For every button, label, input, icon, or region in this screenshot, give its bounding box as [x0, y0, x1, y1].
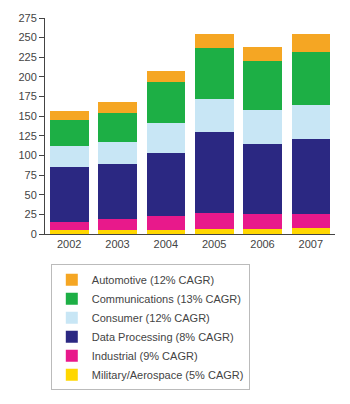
svg-text:Industrial (9% CAGR): Industrial (9% CAGR): [92, 350, 198, 362]
svg-text:200: 200: [18, 71, 36, 83]
svg-text:Communications (13% CAGR): Communications (13% CAGR): [92, 293, 241, 305]
svg-text:Consumer (12% CAGR): Consumer (12% CAGR): [92, 312, 210, 324]
svg-text:2007: 2007: [299, 238, 323, 250]
svg-text:275: 275: [18, 12, 36, 24]
svg-text:25: 25: [25, 208, 37, 220]
svg-text:2006: 2006: [250, 238, 274, 250]
svg-text:250: 250: [18, 31, 36, 43]
svg-text:125: 125: [18, 130, 36, 142]
svg-text:0: 0: [31, 228, 37, 240]
svg-text:Data Processing (8% CAGR): Data Processing (8% CAGR): [92, 331, 234, 343]
svg-text:150: 150: [18, 110, 36, 122]
svg-text:100: 100: [18, 149, 36, 161]
svg-text:2003: 2003: [105, 238, 129, 250]
svg-text:175: 175: [18, 90, 36, 102]
svg-text:2005: 2005: [202, 238, 226, 250]
svg-text:75: 75: [25, 169, 37, 181]
svg-text:2004: 2004: [154, 238, 178, 250]
svg-text:Automotive (12% CAGR): Automotive (12% CAGR): [92, 274, 214, 286]
svg-text:50: 50: [25, 189, 37, 201]
svg-text:2002: 2002: [57, 238, 81, 250]
svg-text:Military/Aerospace (5% CAGR): Military/Aerospace (5% CAGR): [92, 369, 244, 381]
svg-text:225: 225: [18, 51, 36, 63]
